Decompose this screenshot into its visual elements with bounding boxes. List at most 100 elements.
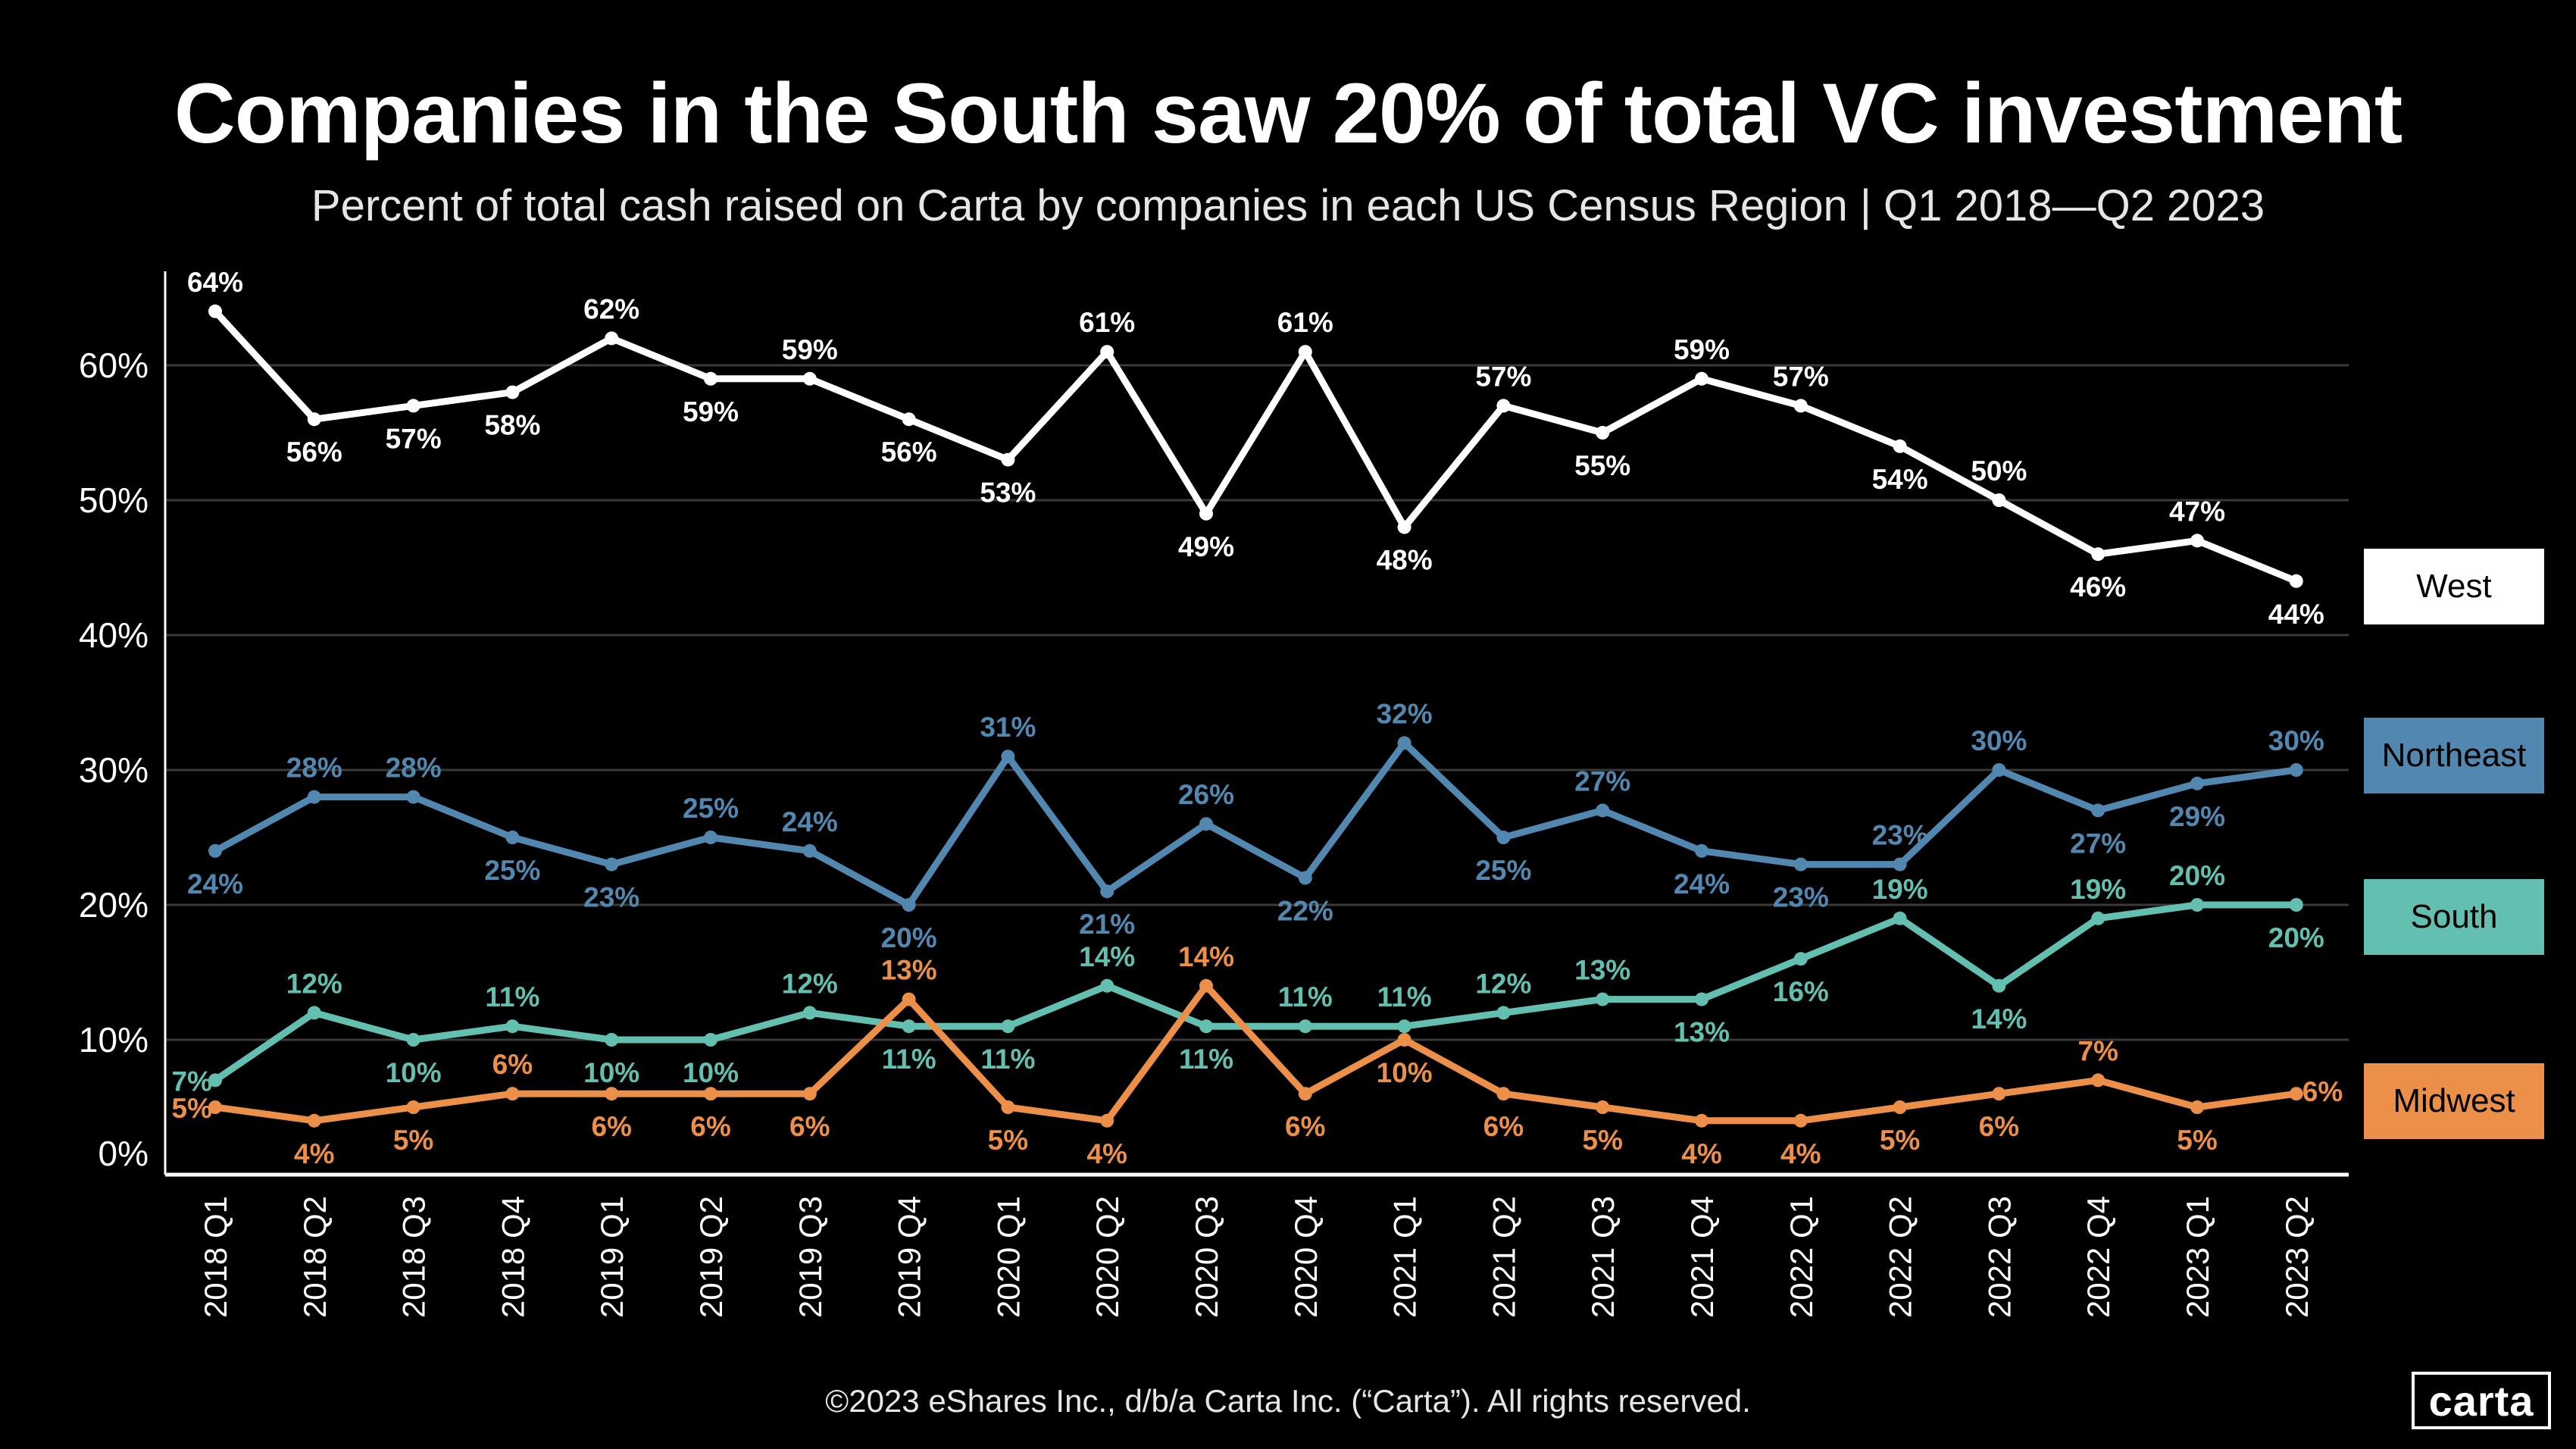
northeast-data-label: 24% — [1674, 868, 1730, 900]
south-data-label: 7% — [172, 1066, 212, 1097]
south-data-point — [307, 1006, 321, 1020]
northeast-data-label: 23% — [1872, 820, 1928, 851]
northeast-data-point — [406, 790, 420, 804]
west-data-label: 61% — [1079, 307, 1135, 338]
west-data-label: 57% — [1475, 361, 1531, 392]
midwest-data-label: 6% — [1979, 1111, 2019, 1142]
west-data-label: 62% — [583, 293, 639, 324]
west-data-point — [802, 371, 817, 386]
northeast-data-point — [704, 831, 717, 844]
northeast-data-point — [1397, 736, 1411, 750]
midwest-data-label: 5% — [1880, 1125, 1920, 1156]
x-tick-label: 2018 Q4 — [495, 1196, 530, 1318]
west-data-point — [1992, 493, 2006, 507]
south-data-point — [1397, 1019, 1411, 1034]
south-data-label: 11% — [1278, 981, 1333, 1012]
northeast-data-label: 25% — [683, 793, 739, 824]
west-data-point — [1001, 452, 1015, 467]
midwest-data-label: 6% — [690, 1111, 730, 1142]
south-data-label: 12% — [1475, 968, 1531, 999]
legend-label: South — [2410, 898, 2498, 935]
northeast-data-label: 31% — [980, 712, 1036, 743]
northeast-data-point — [1893, 857, 1907, 872]
midwest-data-label: 5% — [1582, 1125, 1622, 1156]
northeast-data-point — [605, 857, 619, 872]
south-data-point — [704, 1033, 717, 1047]
west-data-point — [1893, 439, 1907, 453]
west-data-label: 47% — [2169, 496, 2225, 527]
chart-subtitle: Percent of total cash raised on Carta by… — [311, 181, 2265, 230]
south-series-line — [213, 901, 2296, 1084]
x-tick-label: 2018 Q3 — [396, 1196, 432, 1318]
midwest-data-label: 6% — [2302, 1076, 2343, 1107]
y-tick-label: 20% — [79, 885, 148, 925]
northeast-data-point — [1199, 817, 1213, 831]
west-data-point — [208, 304, 222, 318]
west-data-label: 59% — [782, 334, 838, 365]
west-data-point — [1793, 399, 1808, 413]
west-data-point — [406, 399, 420, 413]
midwest-data-label: 10% — [1377, 1057, 1433, 1088]
legend-south: South — [2364, 879, 2544, 955]
midwest-data-label: 6% — [789, 1111, 830, 1142]
midwest-data-point — [307, 1113, 321, 1128]
south-data-label: 20% — [2169, 860, 2225, 891]
x-tick-label: 2022 Q2 — [1883, 1196, 1918, 1318]
midwest-data-label: 4% — [1086, 1138, 1127, 1169]
south-data-point — [605, 1033, 619, 1047]
northeast-data-point — [902, 898, 916, 912]
northeast-data-label: 27% — [2070, 828, 2126, 859]
south-data-label: 16% — [1773, 976, 1829, 1007]
west-data-label: 44% — [2268, 599, 2324, 630]
northeast-data-label: 32% — [1377, 698, 1433, 729]
x-tick-label: 2019 Q1 — [594, 1196, 630, 1318]
x-tick-label: 2022 Q4 — [2080, 1196, 2116, 1318]
south-data-label: 13% — [1674, 1017, 1730, 1048]
west-data-point — [2091, 547, 2106, 562]
northeast-data-point — [208, 843, 222, 858]
south-data-point — [406, 1033, 420, 1047]
west-data-label: 57% — [386, 423, 442, 454]
west-data-point — [1100, 345, 1114, 359]
x-tick-label: 2022 Q3 — [1981, 1196, 2017, 1318]
south-data-label: 20% — [2268, 922, 2324, 953]
midwest-data-point — [1893, 1100, 1907, 1114]
y-tick-label: 60% — [79, 346, 148, 385]
west-data-point — [2289, 574, 2303, 588]
south-data-label: 10% — [386, 1057, 442, 1088]
west-data-label: 56% — [881, 437, 937, 468]
south-data-point — [1793, 952, 1808, 966]
south-data-label: 11% — [882, 1044, 936, 1075]
west-data-point — [505, 385, 520, 399]
midwest-data-point — [1397, 1033, 1411, 1047]
west-data-label: 54% — [1872, 464, 1928, 495]
y-tick-label: 30% — [79, 750, 148, 790]
midwest-data-point — [208, 1100, 222, 1114]
midwest-data-label: 4% — [294, 1138, 334, 1169]
south-data-label: 19% — [1872, 874, 1928, 905]
northeast-data-label: 22% — [1277, 895, 1333, 926]
west-data-label: 61% — [1277, 307, 1333, 338]
northeast-data-label: 23% — [1773, 882, 1829, 913]
x-tick-label: 2018 Q2 — [297, 1196, 333, 1318]
west-data-label: 49% — [1178, 531, 1234, 562]
midwest-data-label: 13% — [881, 955, 937, 986]
carta-logo: carta — [2412, 1372, 2551, 1429]
northeast-data-label: 30% — [1971, 725, 2027, 756]
south-data-point — [1496, 1006, 1511, 1020]
west-data-point — [307, 412, 321, 427]
west-data-point — [1199, 506, 1213, 521]
south-data-label: 12% — [286, 968, 342, 999]
west-data-label: 56% — [286, 437, 342, 468]
y-tick-label: 40% — [79, 615, 148, 655]
midwest-data-point — [1298, 1087, 1312, 1101]
northeast-data-point — [505, 831, 520, 844]
northeast-data-label: 21% — [1079, 909, 1135, 940]
northeast-series-line — [213, 739, 2297, 909]
northeast-data-point — [1992, 763, 2006, 777]
x-tick-label: 2021 Q4 — [1684, 1196, 1720, 1318]
midwest-data-label: 5% — [988, 1125, 1028, 1156]
northeast-data-label: 27% — [1574, 765, 1630, 796]
west-data-label: 50% — [1971, 455, 2027, 487]
northeast-data-label: 23% — [583, 882, 639, 913]
